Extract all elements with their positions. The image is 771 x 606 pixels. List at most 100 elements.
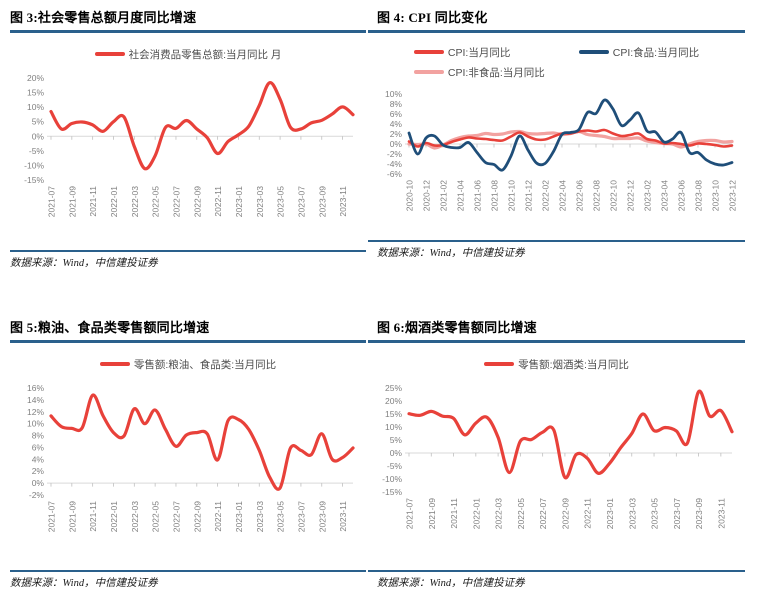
x-tick-label: 2023-09 (317, 500, 327, 531)
x-tick-label: 2023-06 (677, 179, 687, 210)
source-rule (368, 570, 745, 572)
title-rule (10, 340, 366, 343)
y-tick-label: 2% (32, 466, 45, 476)
title-rule (368, 30, 745, 33)
y-tick-label: 5% (390, 435, 403, 445)
legend-label: 社会消费品零售总额:当月同比 月 (128, 48, 282, 61)
y-tick-label: 25% (385, 383, 402, 393)
x-tick-label: 2021-11 (88, 500, 98, 531)
y-tick-label: 20% (27, 73, 44, 83)
chart-grain-food: 16% 14% 12% 10% 8% 6% 4% 2% 0% -2% 2021-07 2021-09 2… (10, 380, 366, 549)
x-tick-label: 2022-09 (192, 500, 202, 531)
x-tick-label: 2022-02 (541, 179, 551, 210)
x-tick-label: 2023-01 (234, 185, 244, 216)
y-tick-label: 15% (385, 409, 402, 419)
x-tick-label: 2021-06 (473, 179, 483, 210)
series-line-1 (407, 98, 734, 172)
x-tick-label: 2023-07 (672, 497, 682, 528)
source-note: 数据来源：Wind，中信建投证券 (10, 578, 158, 589)
x-tick-label: 2022-01 (109, 185, 119, 216)
x-tick-label: 2021-09 (67, 185, 77, 216)
y-tick-label: -4% (387, 159, 403, 169)
y-tick-label: 10% (385, 89, 402, 99)
x-tick-label: 2023-10 (711, 179, 721, 210)
source-note: 数据来源：Wind，中信建投证券 (377, 248, 525, 259)
source-note: 数据来源：Wind，中信建投证券 (10, 258, 158, 269)
x-tick-label: 2022-04 (558, 179, 568, 210)
y-tick-label: 0% (32, 131, 45, 141)
x-tick-label: 2022-09 (192, 185, 202, 216)
x-tick-label: 2022-12 (626, 179, 636, 210)
y-tick-label: -2% (29, 490, 45, 500)
figure-cpi-yoy: 图 4: CPI 同比变化 CPI:当月同比 CPI:食品:当月同比 CPI:非食品… (368, 8, 745, 260)
x-tick-label: 2021-12 (524, 179, 534, 210)
series-line-0 (407, 389, 734, 479)
x-tick-label: 2022-03 (494, 497, 504, 528)
x-tick-label: 2023-01 (234, 500, 244, 531)
legend-line-swatch (94, 52, 125, 56)
x-tick-label: 2023-05 (276, 185, 286, 216)
figure-grain-food-retail-yoy: 图 5:粮油、食品类零售额同比增速 零售额:粮油、食品类:当月同比 16% 14%… (10, 318, 366, 590)
chart-tobacco-alcohol: 25% 20% 15% 10% 5% 0% -5% -10% -15% 2021-07 2021-0… (368, 380, 745, 546)
x-tick-label: 2023-12 (728, 179, 738, 210)
chart-svg: 25% 20% 15% 10% 5% 0% -5% -10% -15%2021-07 2021-0… (382, 383, 734, 529)
source-note: 数据来源：Wind，中信建投证券 (377, 578, 525, 589)
y-tick-label: -15% (382, 487, 402, 497)
legend-line-swatch (484, 362, 515, 366)
x-tick-label: 2023-11 (716, 497, 726, 528)
chart-svg: 10%8%6%4%2%0%-2%-4%-6%2020-10 2020-12 2021… (385, 89, 738, 211)
legend: CPI:当月同比 CPI:食品:当月同比 CPI:非食品:当月同比 (413, 45, 700, 80)
x-tick-label: 2022-05 (516, 497, 526, 528)
x-tick-label: 2021-11 (449, 497, 459, 528)
x-tick-label: 2021-02 (439, 179, 449, 210)
x-tick-label: 2023-05 (650, 497, 660, 528)
x-tick-label: 2023-09 (694, 497, 704, 528)
x-tick-label: 2023-03 (255, 185, 265, 216)
x-tick-label: 2022-05 (151, 500, 161, 531)
x-tick-label: 2022-11 (213, 185, 223, 216)
legend-item: 零售额:粮油、食品类:当月同比 (99, 357, 276, 372)
x-tick-label: 2023-11 (338, 500, 348, 531)
legend-line-swatch (413, 50, 444, 54)
figure-title: 图 3:社会零售总额月度同比增速 (10, 10, 197, 25)
x-tick-label: 2023-09 (317, 185, 327, 216)
y-tick-label: 0% (390, 448, 403, 458)
x-tick-label: 2023-03 (255, 500, 265, 531)
legend-label: CPI:食品:当月同比 (612, 46, 700, 59)
legend-label: CPI:非食品:当月同比 (447, 66, 545, 79)
x-tick-label: 2023-03 (627, 497, 637, 528)
y-tick-label: -2% (387, 149, 403, 159)
x-tick-label: 2022-11 (213, 500, 223, 531)
x-tick-label: 2021-09 (67, 500, 77, 531)
y-tick-label: -10% (382, 474, 402, 484)
y-tick-label: -5% (29, 145, 45, 155)
y-tick-label: 10% (385, 422, 402, 432)
x-tick-label: 2023-11 (338, 185, 348, 216)
x-tick-label: 2022-07 (171, 185, 181, 216)
spacer (10, 234, 366, 251)
legend-item: CPI:当月同比 (413, 45, 510, 60)
figure-title: 图 4: CPI 同比变化 (377, 10, 488, 25)
x-tick-label: 2021-07 (47, 500, 57, 531)
source-rule (10, 570, 366, 572)
y-tick-label: 6% (32, 442, 45, 452)
legend-item: CPI:非食品:当月同比 (413, 65, 545, 80)
legend-line-swatch (413, 70, 444, 74)
legend-line-swatch (578, 50, 609, 54)
y-tick-label: 5% (32, 116, 45, 126)
y-tick-label: 16% (27, 383, 44, 393)
x-tick-label: 2022-08 (592, 179, 602, 210)
legend: 零售额:粮油、食品类:当月同比 (10, 357, 366, 372)
x-tick-label: 2022-07 (538, 497, 548, 528)
x-tick-label: 2021-08 (490, 179, 500, 210)
x-tick-label: 2022-01 (471, 497, 481, 528)
spacer (368, 546, 745, 571)
legend: 零售额:烟酒类:当月同比 (368, 357, 745, 372)
title-rule (368, 340, 745, 343)
y-tick-label: 10% (27, 418, 44, 428)
y-tick-label: -10% (24, 160, 44, 170)
x-tick-label: 2022-10 (609, 179, 619, 210)
series-line-0 (49, 392, 355, 491)
legend-item: CPI:食品:当月同比 (578, 45, 700, 60)
y-tick-label: 4% (32, 454, 45, 464)
